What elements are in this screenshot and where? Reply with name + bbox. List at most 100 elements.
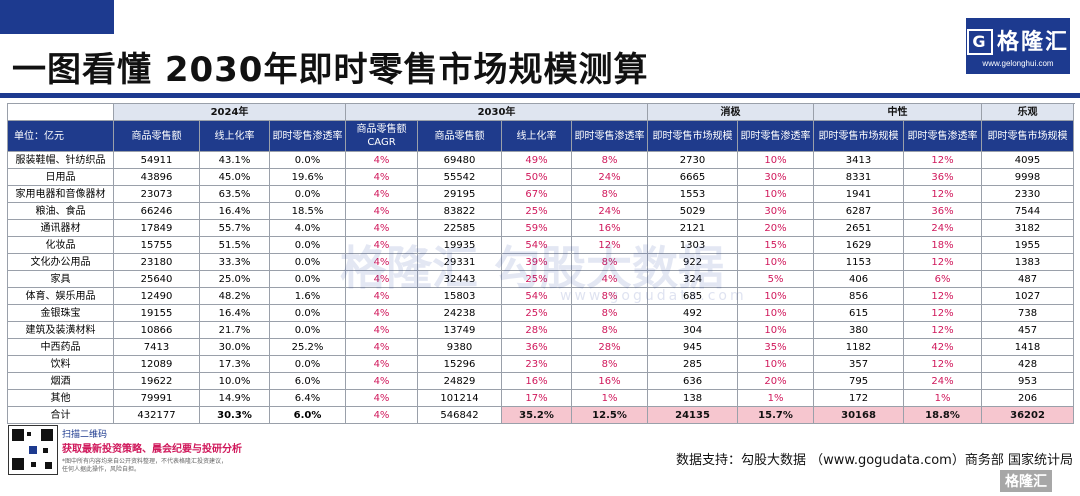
table-cell: 25.2% <box>269 338 346 356</box>
row-category: 家具 <box>7 270 114 288</box>
row-category: 粮油、食品 <box>7 202 114 220</box>
table-cell: 12490 <box>113 287 200 305</box>
table-cell: 6287 <box>813 202 905 220</box>
row-category: 通讯器材 <box>7 219 114 237</box>
column-header: 线上化率 <box>199 120 270 152</box>
table-cell: 17.3% <box>199 355 270 373</box>
table-row: 中西药品 7413 30.0% 25.2% 4% 9380 36% 28% 945 35% 1182… <box>7 338 1075 356</box>
group-header-neutral: 中性 <box>813 103 983 121</box>
qr-code-icon <box>8 425 58 475</box>
table-cell: 7413 <box>113 338 200 356</box>
table-cell: 8% <box>570 185 649 203</box>
row-category: 家用电器和音像器材 <box>7 185 114 203</box>
table-cell: 12% <box>903 185 983 203</box>
table-cell: 24% <box>570 202 649 220</box>
table-cell: 138 <box>647 389 739 407</box>
table-cell: 0.0% <box>269 185 346 203</box>
total-label: 合计 <box>7 406 114 424</box>
group-header-pessimistic-span: 消极 <box>647 103 815 121</box>
table-cell: 15% <box>737 236 815 254</box>
table-row: 通讯器材 17849 55.7% 4.0% 4% 22585 59% 16% 2121 20% 26… <box>7 219 1075 237</box>
table-cell: 4% <box>345 185 418 203</box>
corner-logo: 格隆汇 <box>1000 470 1052 492</box>
table-cell: 10% <box>737 355 815 373</box>
table-cell: 636 <box>647 372 739 390</box>
total-cell: 30168 <box>813 406 905 424</box>
table-cell: 2330 <box>981 185 1075 203</box>
table-cell: 6665 <box>647 168 739 186</box>
qr-promo: 获取最新投资策略、晨会纪要与投研分析 <box>62 444 242 455</box>
column-header: 即时零售市场规模 <box>981 120 1075 152</box>
table-cell: 0.0% <box>269 304 346 322</box>
group-header-row: 2024年 2030年 消极 消极 中性 乐观 <box>7 103 1075 121</box>
table-cell: 4% <box>345 304 418 322</box>
page-title: 一图看懂 2030年即时零售市场规模测算 <box>12 50 649 90</box>
table-cell: 23073 <box>113 185 200 203</box>
table-cell: 922 <box>647 253 739 271</box>
table-cell: 1418 <box>981 338 1075 356</box>
table-row: 金银珠宝 19155 16.4% 0.0% 4% 24238 25% 8% 492 10% 615 1… <box>7 304 1075 322</box>
table-cell: 10% <box>737 185 815 203</box>
table-cell: 33.3% <box>199 253 270 271</box>
table-cell: 4% <box>345 219 418 237</box>
table-cell: 59% <box>501 219 572 237</box>
table-row: 家具 25640 25.0% 0.0% 4% 32443 25% 4% 324 5% 406 6% 48… <box>7 270 1075 288</box>
table-cell: 324 <box>647 270 739 288</box>
table-cell: 487 <box>981 270 1075 288</box>
table-cell: 1303 <box>647 236 739 254</box>
table-cell: 83822 <box>417 202 502 220</box>
table-cell: 5029 <box>647 202 739 220</box>
table-cell: 67% <box>501 185 572 203</box>
table-cell: 63.5% <box>199 185 270 203</box>
table-cell: 8% <box>570 253 649 271</box>
table-cell: 16.4% <box>199 202 270 220</box>
table-cell: 28% <box>501 321 572 339</box>
table-cell: 15755 <box>113 236 200 254</box>
table-cell: 28% <box>570 338 649 356</box>
column-header: 即时零售渗透率 <box>903 120 983 152</box>
table-cell: 54% <box>501 236 572 254</box>
total-cell: 546842 <box>417 406 502 424</box>
table-cell: 6% <box>903 270 983 288</box>
table-cell: 0.0% <box>269 151 346 169</box>
table-cell: 12% <box>570 236 649 254</box>
total-cell: 35.2% <box>501 406 572 424</box>
table-cell: 406 <box>813 270 905 288</box>
total-cell: 12.5% <box>570 406 649 424</box>
table-cell: 55542 <box>417 168 502 186</box>
table-cell: 51.5% <box>199 236 270 254</box>
table-cell: 1941 <box>813 185 905 203</box>
table-cell: 0.0% <box>269 236 346 254</box>
table-cell: 4% <box>345 355 418 373</box>
column-header: 单位：亿元 <box>7 120 114 152</box>
table-cell: 795 <box>813 372 905 390</box>
table-cell: 0.0% <box>269 321 346 339</box>
total-cell: 30.3% <box>199 406 270 424</box>
table-cell: 29331 <box>417 253 502 271</box>
table-cell: 23180 <box>113 253 200 271</box>
row-category: 烟酒 <box>7 372 114 390</box>
table-cell: 4% <box>345 168 418 186</box>
table-cell: 17849 <box>113 219 200 237</box>
watermark-url: www.gogudata.com <box>560 288 747 304</box>
table-row: 建筑及装潢材料 10866 21.7% 0.0% 4% 13749 28% 8% 304 10% 3… <box>7 321 1075 339</box>
table-cell: 24829 <box>417 372 502 390</box>
table-cell: 43.1% <box>199 151 270 169</box>
table-cell: 22585 <box>417 219 502 237</box>
table-cell: 4% <box>345 287 418 305</box>
table-cell: 8% <box>570 304 649 322</box>
data-source: 数据支持：勾股大数据 （www.gogudata.com）商务部 国家统计局 <box>676 453 1073 468</box>
total-cell: 6.0% <box>269 406 346 424</box>
column-header-row: 单位：亿元 商品零售额 线上化率 即时零售渗透率 商品零售额CAGR 商品零售额 线上化率即… <box>7 120 1075 152</box>
total-cell: 15.7% <box>737 406 815 424</box>
table-row: 服装鞋帽、针纺织品 54911 43.1% 0.0% 4% 69480 49% 8% 2730 1… <box>7 151 1075 169</box>
table-cell: 2651 <box>813 219 905 237</box>
column-header: 即时零售渗透率 <box>570 120 649 152</box>
table-cell: 19.6% <box>269 168 346 186</box>
total-row: 合计 432177 30.3% 6.0% 4% 546842 35.2% 12.5% 24135… <box>7 406 1075 424</box>
table-cell: 19622 <box>113 372 200 390</box>
column-header: 线上化率 <box>501 120 572 152</box>
table-cell: 1% <box>903 389 983 407</box>
table-row: 化妆品 15755 51.5% 0.0% 4% 19935 54% 12% 1303 15% 162… <box>7 236 1075 254</box>
table-cell: 492 <box>647 304 739 322</box>
